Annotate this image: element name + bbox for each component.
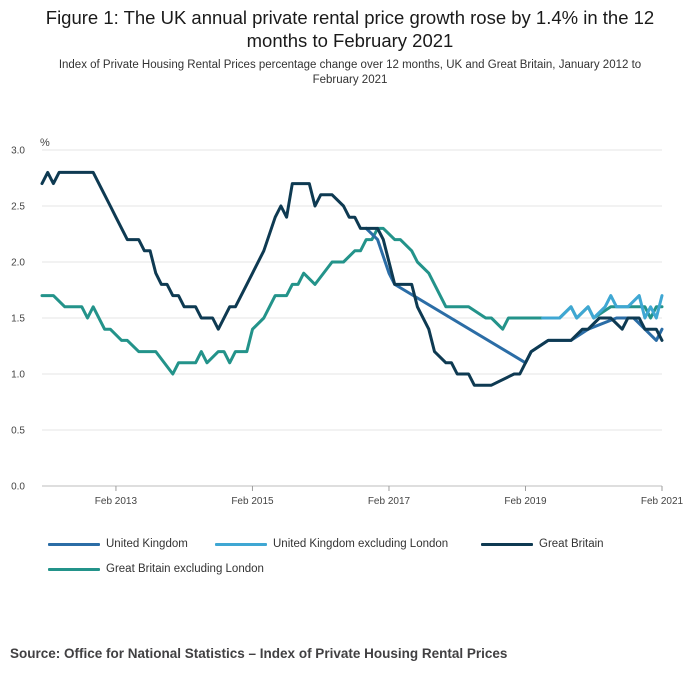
chart-subtitle-line-1: Index of Private Housing Rental Prices p… <box>58 59 642 71</box>
y-unit-label: % <box>40 137 50 149</box>
series-lines <box>40 170 664 387</box>
legend-label: United Kingdom excluding London <box>273 538 449 550</box>
chart-title-line-1: Figure 1: The UK annual private rental p… <box>45 7 655 28</box>
legend-label: Great Britain excluding London <box>106 563 264 575</box>
series-line-united-kingdom-excluding-london[interactable] <box>541 294 664 320</box>
y-tick-label: 0.5 <box>11 426 25 437</box>
y-tick-label: 1.5 <box>11 314 25 325</box>
x-tick-label: Feb 2019 <box>504 496 547 507</box>
y-tick-label: 3.0 <box>11 146 25 157</box>
legend-item-united-kingdom-excluding-london[interactable]: United Kingdom excluding London <box>215 538 448 550</box>
x-tick-label: Feb 2013 <box>95 496 138 507</box>
legend-swatch <box>481 542 533 546</box>
legend-label: United Kingdom <box>106 538 188 550</box>
chart-title-line-2: months to February 2021 <box>246 30 454 51</box>
series-line-great-britain[interactable] <box>40 170 664 387</box>
chart-subtitle: Index of Private Housing Rental Prices p… <box>0 58 700 88</box>
axes: 0.0 0.5 1.0 1.5 2.0 2.5 3.0% Feb 2013 Feb 2015 Fe… <box>11 137 683 507</box>
x-tick-label: Feb 2015 <box>231 496 274 507</box>
y-tick-label: 2.0 <box>11 258 25 269</box>
chart-title: Figure 1: The UK annual private rental p… <box>0 6 700 52</box>
legend-item-united-kingdom[interactable]: United Kingdom <box>48 538 188 550</box>
legend-item-great-britain-excluding-london[interactable]: Great Britain excluding London <box>48 563 264 575</box>
legend-item-great-britain[interactable]: Great Britain <box>481 538 604 550</box>
chart-subtitle-line-2: February 2021 <box>312 74 388 86</box>
legend-label: Great Britain <box>539 538 604 550</box>
series-line-great-britain-excluding-london[interactable] <box>40 226 664 376</box>
gridlines <box>42 149 662 487</box>
y-tick-label: 1.0 <box>11 370 25 381</box>
legend-swatch <box>48 567 100 571</box>
y-tick-label: 0.0 <box>11 482 25 493</box>
x-tick-label: Feb 2021 <box>641 496 684 507</box>
legend-swatch <box>48 542 100 546</box>
legend-swatch <box>215 542 267 546</box>
y-tick-label: 2.5 <box>11 202 25 213</box>
x-tick-label: Feb 2017 <box>368 496 411 507</box>
source-note: Source: Office for National Statistics –… <box>10 646 508 661</box>
